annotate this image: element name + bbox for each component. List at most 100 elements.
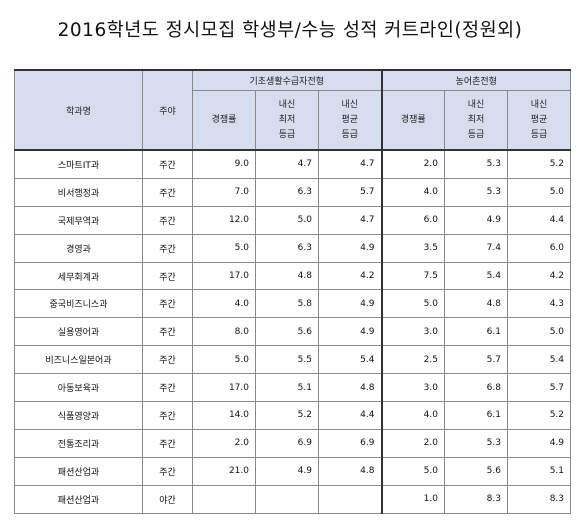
- table-row: 세무회계과 주간 17.0 4.8 4.2 7.5 5.4 4.2: [14, 261, 572, 291]
- cell-min-grade: 6.3: [255, 233, 319, 263]
- cell-shift: 주간: [142, 345, 193, 375]
- table-row: 패션산업과 야간 1.0 8.3 8.3: [14, 484, 572, 514]
- cell-competition-rate: 4.0: [380, 177, 445, 207]
- table-row: 스마트IT과 주간 9.0 4.7 4.7 2.0 5.3 5.2: [14, 149, 572, 179]
- cell-min-grade: [255, 484, 319, 514]
- table-row: 실용영어과 주간 8.0 5.6 4.9 3.0 6.1 5.0: [14, 317, 572, 347]
- cell-avg-grade: 6.9: [318, 428, 382, 458]
- table-row: 전통조리과 주간 2.0 6.9 6.9 2.0 5.3 4.9: [14, 428, 572, 458]
- cell-shift: 주간: [142, 149, 193, 179]
- cell-min-grade: 5.3: [444, 177, 508, 207]
- cell-avg-grade: 5.0: [506, 317, 572, 347]
- cell-competition-rate: 17.0: [192, 261, 256, 291]
- cell-avg-grade: 4.8: [318, 456, 382, 486]
- cell-dept: 비즈니스일본어과: [14, 345, 143, 375]
- cell-competition-rate: 6.0: [380, 205, 445, 235]
- cell-competition-rate: 7.0: [192, 177, 256, 207]
- cell-min-grade: 5.4: [444, 261, 508, 291]
- cell-shift: 주간: [142, 428, 193, 458]
- cell-avg-grade: 4.4: [506, 205, 572, 235]
- cell-avg-grade: 5.0: [506, 177, 572, 207]
- cell-competition-rate: 4.0: [192, 289, 256, 319]
- cell-min-grade: 6.1: [444, 401, 508, 430]
- cell-min-grade: 5.8: [255, 289, 319, 319]
- table-row: 패션산업과 주간 21.0 4.9 4.8 5.0 5.6 5.1: [14, 456, 572, 486]
- cell-avg-grade: 4.9: [506, 428, 572, 458]
- cell-min-grade: 4.7: [255, 149, 319, 179]
- cell-min-grade: 5.6: [255, 317, 319, 347]
- cell-avg-grade: 4.9: [318, 233, 382, 263]
- table-row: 중국비즈니스과 주간 4.0 5.8 4.9 5.0 4.8 4.3: [14, 289, 572, 319]
- table-row: 식품영양과 주간 14.0 5.2 4.4 4.0 6.1 5.2: [14, 401, 572, 430]
- table-row: 국제무역과 주간 12.0 5.0 4.7 6.0 4.9 4.4: [14, 205, 572, 235]
- cell-dept: 스마트IT과: [14, 149, 143, 179]
- cell-avg-grade: 5.4: [318, 345, 382, 375]
- cell-min-grade: 4.8: [444, 289, 508, 319]
- cell-min-grade: 5.1: [255, 373, 319, 403]
- cell-avg-grade: 8.3: [506, 484, 572, 514]
- cell-min-grade: 5.0: [255, 205, 319, 235]
- cell-min-grade: 4.9: [255, 456, 319, 486]
- cell-competition-rate: 5.0: [192, 345, 256, 375]
- cell-competition-rate: 2.5: [380, 345, 445, 375]
- cell-shift: 야간: [142, 484, 193, 514]
- cell-avg-grade: 5.4: [506, 345, 572, 375]
- cell-dept: 경영과: [14, 233, 143, 263]
- cell-avg-grade: 5.2: [506, 149, 572, 179]
- cell-competition-rate: 8.0: [192, 317, 256, 347]
- cell-avg-grade: 4.2: [318, 261, 382, 291]
- cell-competition-rate: 1.0: [380, 484, 445, 514]
- cell-dept: 중국비즈니스과: [14, 289, 143, 319]
- cell-min-grade: 7.4: [444, 233, 508, 263]
- cell-min-grade: 4.8: [255, 261, 319, 291]
- header-dept: 학과명: [14, 69, 143, 151]
- cell-competition-rate: 14.0: [192, 401, 256, 430]
- cell-competition-rate: 3.0: [380, 373, 445, 403]
- cell-min-grade: 5.5: [255, 345, 319, 375]
- cell-dept: 전통조리과: [14, 428, 143, 458]
- table-row: 아동보육과 주간 17.0 5.1 4.8 3.0 6.8 5.7: [14, 373, 572, 403]
- cell-competition-rate: 5.0: [192, 233, 256, 263]
- header-competition-rate: 경쟁률: [192, 90, 256, 151]
- cell-avg-grade: 5.7: [318, 177, 382, 207]
- cell-shift: 주간: [142, 456, 193, 486]
- cell-avg-grade: 4.3: [506, 289, 572, 319]
- cell-competition-rate: [192, 484, 256, 514]
- cell-avg-grade: 4.8: [318, 373, 382, 403]
- cell-avg-grade: 4.7: [318, 205, 382, 235]
- cell-min-grade: 6.1: [444, 317, 508, 347]
- cell-dept: 비서행정과: [14, 177, 143, 207]
- cell-shift: 주간: [142, 317, 193, 347]
- cell-competition-rate: 21.0: [192, 456, 256, 486]
- cell-avg-grade: 5.2: [506, 401, 572, 430]
- cell-shift: 주간: [142, 233, 193, 263]
- cutline-table: 학과명 주야 기초생활수급자전형 농어촌전형 경쟁률 내신 최저 등급 내신 평…: [14, 69, 572, 514]
- cell-avg-grade: 4.9: [318, 289, 382, 319]
- cell-shift: 주간: [142, 401, 193, 430]
- cell-min-grade: 4.9: [444, 205, 508, 235]
- table-row: 비서행정과 주간 7.0 6.3 5.7 4.0 5.3 5.0: [14, 177, 572, 207]
- cell-min-grade: 5.7: [444, 345, 508, 375]
- cell-min-grade: 6.9: [255, 428, 319, 458]
- header-min-grade: 내신 최저 등급: [444, 90, 508, 151]
- cell-competition-rate: 9.0: [192, 149, 256, 179]
- cell-avg-grade: 4.2: [506, 261, 572, 291]
- cell-avg-grade: 4.7: [318, 149, 382, 179]
- cell-avg-grade: 6.0: [506, 233, 572, 263]
- header-group-basic-livelihood: 기초생활수급자전형: [192, 69, 382, 91]
- cell-competition-rate: 3.5: [380, 233, 445, 263]
- header-competition-rate: 경쟁률: [380, 90, 445, 151]
- cell-min-grade: 6.3: [255, 177, 319, 207]
- cell-avg-grade: 4.9: [318, 317, 382, 347]
- cell-avg-grade: 5.7: [506, 373, 572, 403]
- cell-dept: 아동보육과: [14, 373, 143, 403]
- header-avg-grade: 내신 평균 등급: [318, 90, 382, 151]
- cell-shift: 주간: [142, 177, 193, 207]
- cell-avg-grade: 5.1: [506, 456, 572, 486]
- cell-min-grade: 5.3: [444, 149, 508, 179]
- header-group-rural: 농어촌전형: [380, 69, 572, 91]
- cell-dept: 세무회계과: [14, 261, 143, 291]
- cell-competition-rate: 7.5: [380, 261, 445, 291]
- cell-avg-grade: [318, 484, 382, 514]
- cell-competition-rate: 2.0: [380, 428, 445, 458]
